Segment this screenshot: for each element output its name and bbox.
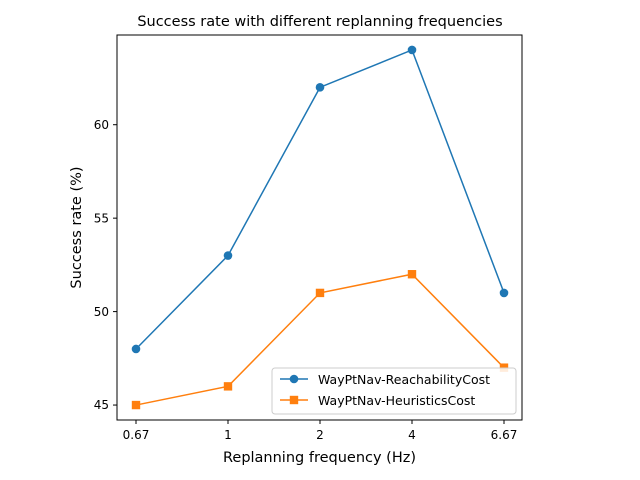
- legend-marker-reachability: [289, 374, 299, 384]
- data-point: [407, 270, 417, 279]
- axes-frame: [116, 34, 523, 421]
- y-tick-label: 45: [94, 398, 109, 412]
- x-tick-label: 6.67: [491, 428, 518, 442]
- legend: WayPtNav-ReachabilityCost WayPtNav-Heuri…: [271, 367, 517, 415]
- y-tick-label: 50: [94, 305, 109, 319]
- x-tick-label: 4: [408, 428, 416, 442]
- y-tick-label: 60: [94, 118, 109, 132]
- x-tick-label: 2: [316, 428, 324, 442]
- x-tick-label: 1: [224, 428, 232, 442]
- legend-label-reachability: WayPtNav-ReachabilityCost: [318, 372, 490, 387]
- chart-title: Success rate with different replanning f…: [137, 14, 502, 30]
- data-point: [223, 251, 233, 260]
- data-point: [223, 382, 233, 391]
- data-point: [131, 344, 141, 354]
- plot-area: 0.67 1 2 4 6.67 45 50 55 60: [94, 45, 518, 442]
- y-tick-label: 55: [94, 211, 109, 225]
- legend-label-heuristics: WayPtNav-HeuristicsCost: [318, 393, 475, 408]
- data-point: [315, 288, 325, 298]
- data-point: [499, 288, 509, 298]
- x-tick-label: 0.67: [123, 428, 150, 442]
- y-axis-label: Success rate (%): [69, 166, 85, 288]
- legend-marker-heuristics: [289, 395, 299, 405]
- data-point: [407, 45, 417, 55]
- legend-box: [271, 367, 517, 415]
- data-point: [131, 400, 141, 410]
- x-axis-label: Replanning frequency (Hz): [223, 450, 416, 466]
- data-point: [315, 83, 325, 92]
